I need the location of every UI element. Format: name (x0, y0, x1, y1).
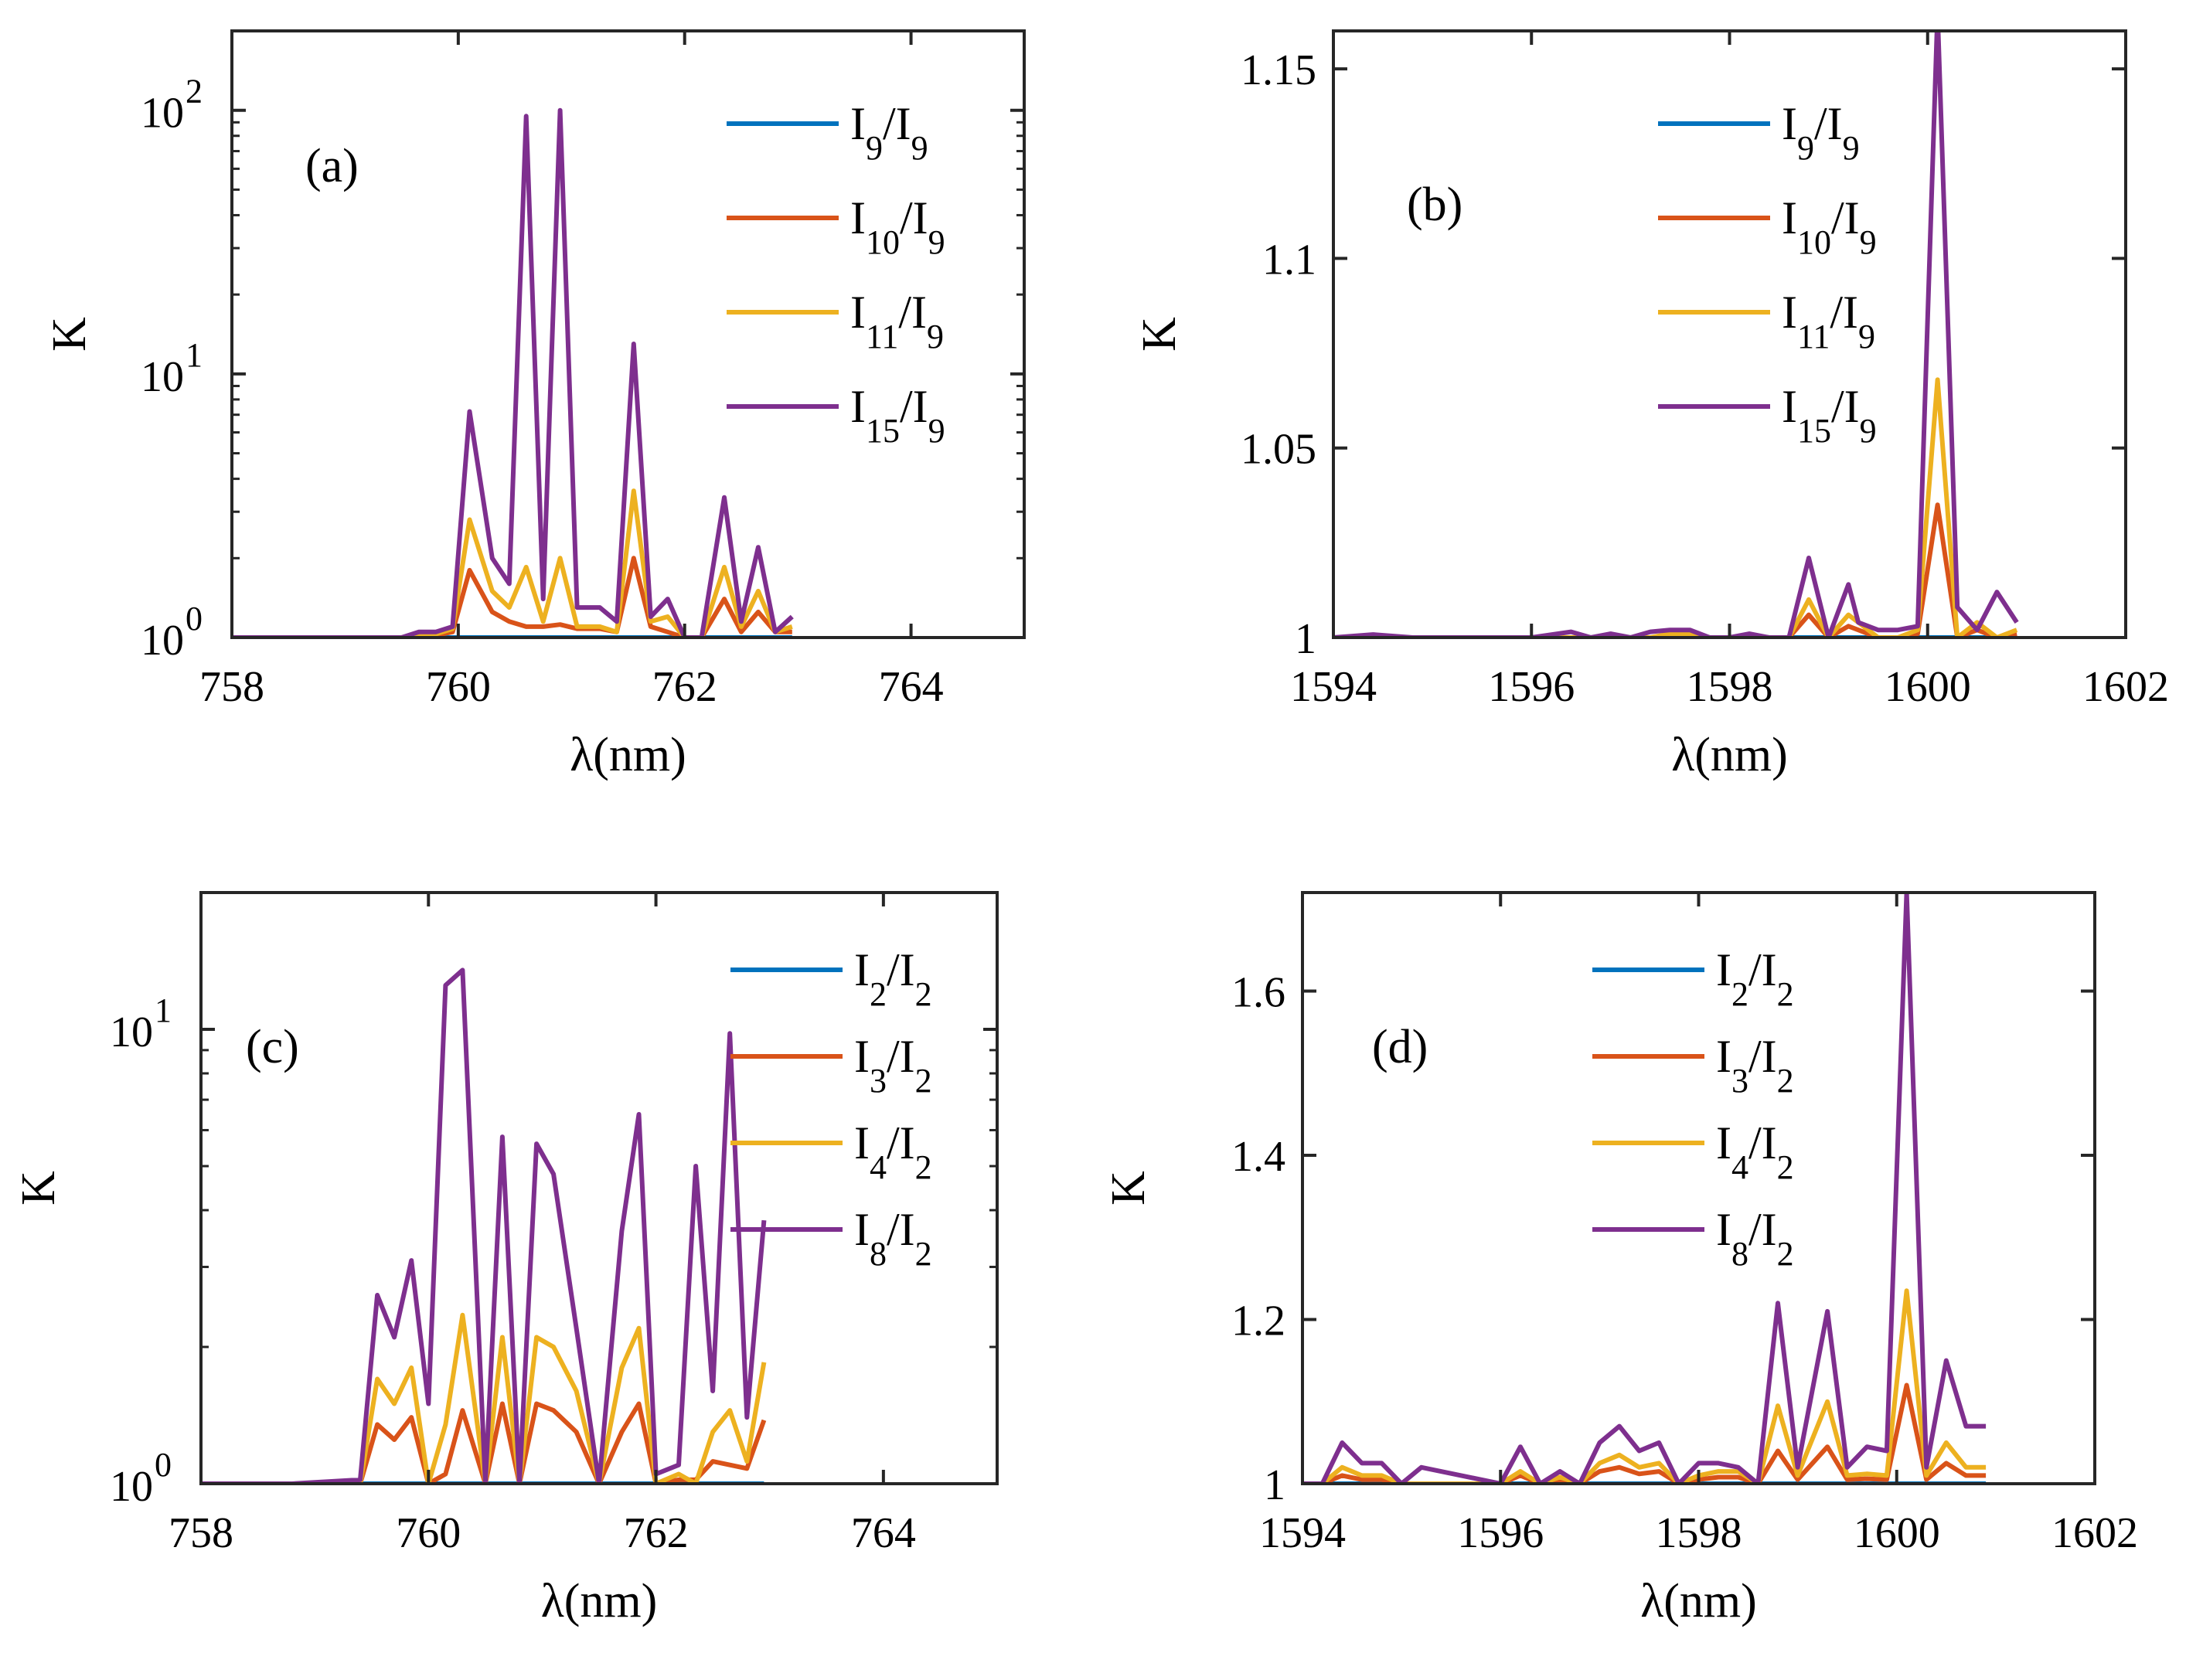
x-tick-label: 1594 (1259, 1509, 1346, 1557)
y-tick-label: 1.15 (1241, 46, 1316, 94)
legend-label: I8/I2 (854, 1204, 932, 1273)
legend-label: I15/I9 (850, 381, 945, 450)
x-tick-label: 764 (879, 663, 944, 711)
x-tick-label: 762 (652, 663, 717, 711)
x-axis-title: λ(nm) (1671, 729, 1788, 781)
series-line-i15-i9 (1333, 31, 2019, 638)
x-tick-label: 764 (851, 1509, 916, 1557)
legend-label: I11/I9 (1782, 287, 1875, 355)
legend-label: I2/I2 (854, 944, 932, 1013)
y-tick-label: 1 (1295, 615, 1316, 663)
y-tick-label: 1.6 (1231, 969, 1285, 1017)
series-line-i10-i9 (1333, 502, 2017, 638)
x-tick-label: 1596 (1488, 663, 1575, 711)
panel-label: (c) (246, 1021, 299, 1073)
x-tick-label: 1600 (1854, 1509, 1940, 1557)
y-tick-label: 10 (141, 617, 184, 665)
x-axis-title: λ(nm) (570, 729, 686, 781)
y-tick-label: 1 (1264, 1461, 1285, 1509)
legend-label: I4/I2 (1716, 1117, 1794, 1186)
x-tick-label: 762 (624, 1509, 689, 1557)
y-tick-exponent: 1 (186, 336, 203, 374)
y-tick-exponent: 0 (155, 1446, 172, 1484)
y-tick-label: 10 (141, 353, 184, 401)
x-tick-label: 1602 (2082, 663, 2169, 711)
y-axis-title: K (12, 1171, 65, 1206)
legend-label: I3/I2 (854, 1031, 932, 1100)
panel-label: (a) (305, 140, 359, 192)
y-tick-label: 10 (110, 1008, 153, 1056)
y-tick-label: 1.2 (1231, 1297, 1285, 1345)
y-tick-exponent: 0 (186, 600, 203, 638)
legend-label: I4/I2 (854, 1117, 932, 1186)
y-tick-label: 10 (110, 1463, 153, 1511)
y-tick-exponent: 2 (186, 73, 203, 111)
x-tick-label: 758 (199, 663, 264, 711)
y-axis-title: K (43, 317, 96, 352)
series-line-i15-i9 (232, 107, 794, 638)
y-tick-label: 1.1 (1262, 236, 1316, 284)
y-tick-exponent: 1 (155, 991, 172, 1029)
y-tick-label: 1.05 (1241, 426, 1316, 474)
legend-label: I10/I9 (1782, 192, 1877, 261)
legend-label: I2/I2 (1716, 944, 1794, 1013)
y-tick-label: 1.4 (1231, 1133, 1285, 1181)
series-line-i3-i2 (1302, 1382, 1987, 1484)
plot-frame (1301, 891, 2096, 1485)
chart-panel-d: 1594 1596 1598 1600 1602 1 1.2 1.4 1.6 λ(nm) K (d) I… (1102, 891, 2138, 1627)
series-line-i11-i9 (1333, 377, 2018, 638)
x-axis-title: λ(nm) (1640, 1575, 1757, 1627)
panel-label: (b) (1407, 179, 1462, 231)
y-axis-title: K (1102, 1171, 1155, 1206)
series-line-i8-i2 (1302, 893, 1987, 1484)
legend-label: I9/I9 (1782, 98, 1860, 167)
x-tick-label: 1602 (2051, 1509, 2138, 1557)
x-tick-label: 1596 (1457, 1509, 1544, 1557)
y-axis-title: K (1133, 317, 1186, 352)
x-tick-label: 760 (396, 1509, 461, 1557)
x-tick-label: 758 (169, 1509, 233, 1557)
series-line-i8-i2 (201, 968, 767, 1484)
legend-label: I11/I9 (850, 287, 944, 355)
x-tick-label: 1598 (1656, 1509, 1742, 1557)
x-axis-title: λ(nm) (541, 1575, 658, 1627)
plot-frame (230, 29, 1026, 639)
legend-label: I9/I9 (850, 98, 928, 167)
legend-label: I10/I9 (850, 192, 945, 261)
panel-label: (d) (1372, 1021, 1428, 1073)
legend-label: I8/I2 (1716, 1204, 1794, 1273)
legend-label: I3/I2 (1716, 1031, 1794, 1100)
series-line-i4-i2 (1302, 1288, 1987, 1484)
plot-frame (199, 891, 999, 1485)
x-tick-label: 760 (426, 663, 491, 711)
x-tick-label: 1598 (1687, 663, 1773, 711)
legend-label: I15/I9 (1782, 381, 1877, 450)
series-line-i4-i2 (201, 1312, 767, 1484)
chart-panel-b: 1594 1596 1598 1600 1602 1 1.05 1.1 1.15 λ(nm) K (b… (1133, 29, 2169, 781)
y-tick-label: 10 (141, 90, 184, 138)
x-tick-label: 1594 (1290, 663, 1377, 711)
x-tick-label: 1600 (1885, 663, 1971, 711)
